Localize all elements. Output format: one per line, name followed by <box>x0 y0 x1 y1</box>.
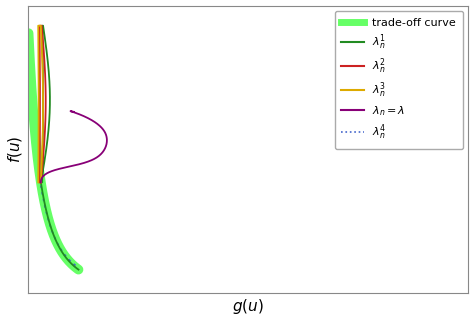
X-axis label: $g(u)$: $g(u)$ <box>232 298 264 317</box>
Legend: trade-off curve, $\lambda_n^1$, $\lambda_n^2$, $\lambda_n^3$, $\lambda_n = \lamb: trade-off curve, $\lambda_n^1$, $\lambda… <box>335 11 463 149</box>
Y-axis label: $f(u)$: $f(u)$ <box>6 136 24 163</box>
